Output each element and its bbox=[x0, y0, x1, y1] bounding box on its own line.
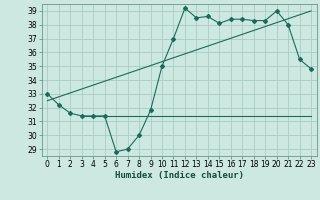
X-axis label: Humidex (Indice chaleur): Humidex (Indice chaleur) bbox=[115, 171, 244, 180]
